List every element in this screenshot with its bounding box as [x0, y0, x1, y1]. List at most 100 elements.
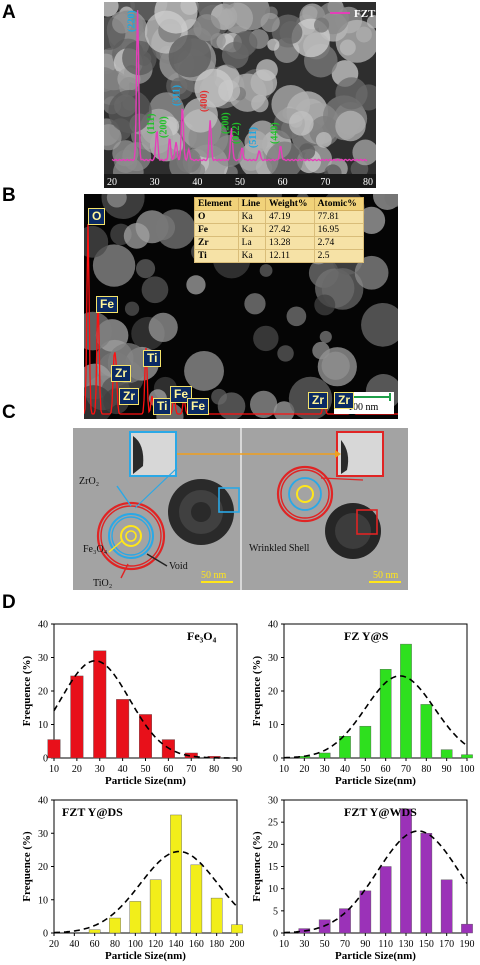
xrd-tick-label: 80	[363, 177, 373, 188]
x-tick-label: 180	[209, 939, 224, 950]
label-wrinkled-shell: Wrinkled Shell	[249, 543, 310, 554]
x-tick-label: 70	[340, 939, 350, 950]
label-zro2: ZrO₂	[79, 476, 99, 487]
x-tick-label: 120	[148, 939, 163, 950]
eds-table-cell: 16.95	[313, 223, 365, 237]
y-tick-label: 30	[268, 653, 278, 664]
x-tick-label: 60	[381, 764, 391, 775]
x-tick-label: 30	[320, 764, 330, 775]
y-tick-label: 10	[268, 884, 278, 895]
eds-table-row: O Ka 47.19 77.81	[194, 210, 365, 224]
histogram-bar	[359, 890, 372, 934]
histogram-bar	[461, 923, 473, 934]
histogram-bar	[149, 879, 162, 934]
x-tick-label: 70	[186, 764, 196, 775]
histogram-bar	[129, 901, 142, 934]
x-tick-label: 50	[320, 939, 330, 950]
x-tick-label: 10	[279, 764, 289, 775]
histogram-bar	[420, 833, 433, 934]
x-tick-label: 40	[69, 939, 79, 950]
histogram-bar	[88, 929, 101, 934]
histogram-bar	[190, 864, 203, 934]
histogram-bar	[139, 714, 152, 759]
histogram-bar	[359, 725, 372, 759]
scale-bar-right: 50 nm	[373, 570, 399, 581]
gaussian-fit-curve	[284, 675, 468, 759]
xrd-legend: FZT Y@WDS	[354, 8, 376, 20]
eds-table-cell: 2.74	[313, 236, 365, 250]
x-tick-label: 30	[299, 939, 309, 950]
x-tick-label: 90	[232, 764, 242, 775]
y-tick-label: 30	[268, 796, 278, 807]
plot-frame	[283, 623, 468, 759]
eds-table-cell: La	[237, 236, 266, 250]
xrd-peak-label: (022)	[231, 122, 242, 144]
x-axis-label: Particle Size(nm)	[335, 950, 416, 962]
eds-table-cell: 47.19	[264, 210, 315, 224]
eds-table-row: Fe Ka 27.42 16.95	[194, 223, 365, 237]
y-axis-label: Frequence (%)	[21, 831, 33, 902]
histogram-bar	[116, 699, 130, 759]
histogram-bar	[379, 669, 392, 759]
xrd-tick-label: 60	[278, 177, 288, 188]
eds-table-cell: Ka	[237, 210, 266, 224]
panel-label-b: B	[2, 185, 16, 206]
eds-peak-zr-4: Zr	[334, 392, 354, 409]
histogram-bar	[339, 736, 351, 759]
y-tick-label: 40	[268, 620, 278, 631]
xrd-peak-label: (400)	[199, 90, 210, 112]
panel-a-sem-image: FZT Y@WDS (220)(111)(200)(311)(400)(200)…	[104, 2, 376, 188]
histogram-bar	[461, 754, 473, 759]
y-tick-label: 40	[38, 796, 48, 807]
eds-table-cell: Fe	[194, 223, 239, 237]
x-tick-label: 150	[419, 939, 434, 950]
x-tick-label: 50	[360, 764, 370, 775]
histogram-bar	[318, 752, 331, 759]
histogram-bar	[400, 808, 412, 934]
xrd-pattern: FZT Y@WDS (220)(111)(200)(311)(400)(200)…	[104, 8, 376, 188]
x-tick-label: 20	[299, 764, 309, 775]
eds-table-cell: 2.5	[313, 249, 365, 263]
histogram-title: FZT Y@DS	[62, 805, 123, 819]
x-tick-label: 20	[49, 939, 59, 950]
eds-table-header: Atomic%	[313, 197, 365, 211]
x-tick-label: 10	[49, 764, 59, 775]
xrd-tick-label: 50	[235, 177, 245, 188]
xrd-tick-label: 30	[150, 177, 160, 188]
eds-peak-o: O	[88, 208, 106, 225]
eds-table-header: Weight%	[264, 197, 315, 211]
x-tick-label: 140	[169, 939, 184, 950]
y-tick-label: 30	[38, 829, 48, 840]
histogram-bar	[109, 917, 121, 934]
panel-label-d: D	[2, 592, 16, 613]
eds-table-cell: 27.42	[264, 223, 315, 237]
y-tick-label: 25	[268, 818, 278, 829]
eds-table-cell: 12.11	[264, 249, 315, 263]
histogram-title: Fe₃O₄	[187, 629, 217, 643]
tem-yolk-shell: ZrO₂ Fe₃O₄ TiO₂ Void Wrinkled Shell 50 n…	[73, 428, 408, 590]
xrd-peak-label: (200)	[220, 112, 231, 134]
x-axis-label: Particle Size(nm)	[105, 950, 186, 962]
x-tick-label: 10	[279, 939, 289, 950]
xrd-peak-label: (111)	[146, 113, 157, 134]
eds-table-header: Line	[237, 197, 266, 211]
panel-c-tem-images: ZrO₂ Fe₃O₄ TiO₂ Void Wrinkled Shell 50 n…	[73, 428, 408, 590]
y-tick-label: 20	[268, 840, 278, 851]
eds-table-cell: Ti	[194, 249, 239, 263]
y-tick-label: 20	[268, 687, 278, 698]
tem-scale-bar: 100 nm	[348, 402, 379, 413]
plot-frame	[53, 799, 238, 934]
panel-label-a: A	[2, 2, 16, 23]
eds-table-cell: Ka	[237, 223, 266, 237]
y-tick-label: 40	[38, 620, 48, 631]
eds-table-row: Ti Ka 12.11 2.5	[194, 249, 365, 263]
histogram-bar	[440, 879, 453, 934]
plot-frame	[283, 799, 468, 934]
x-tick-label: 80	[421, 764, 431, 775]
xrd-tick-label: 20	[107, 177, 117, 188]
y-axis-label: Frequence (%)	[251, 655, 263, 726]
eds-peak-ti-2: Ti	[153, 398, 172, 415]
eds-peak-zr: Zr	[111, 365, 131, 382]
